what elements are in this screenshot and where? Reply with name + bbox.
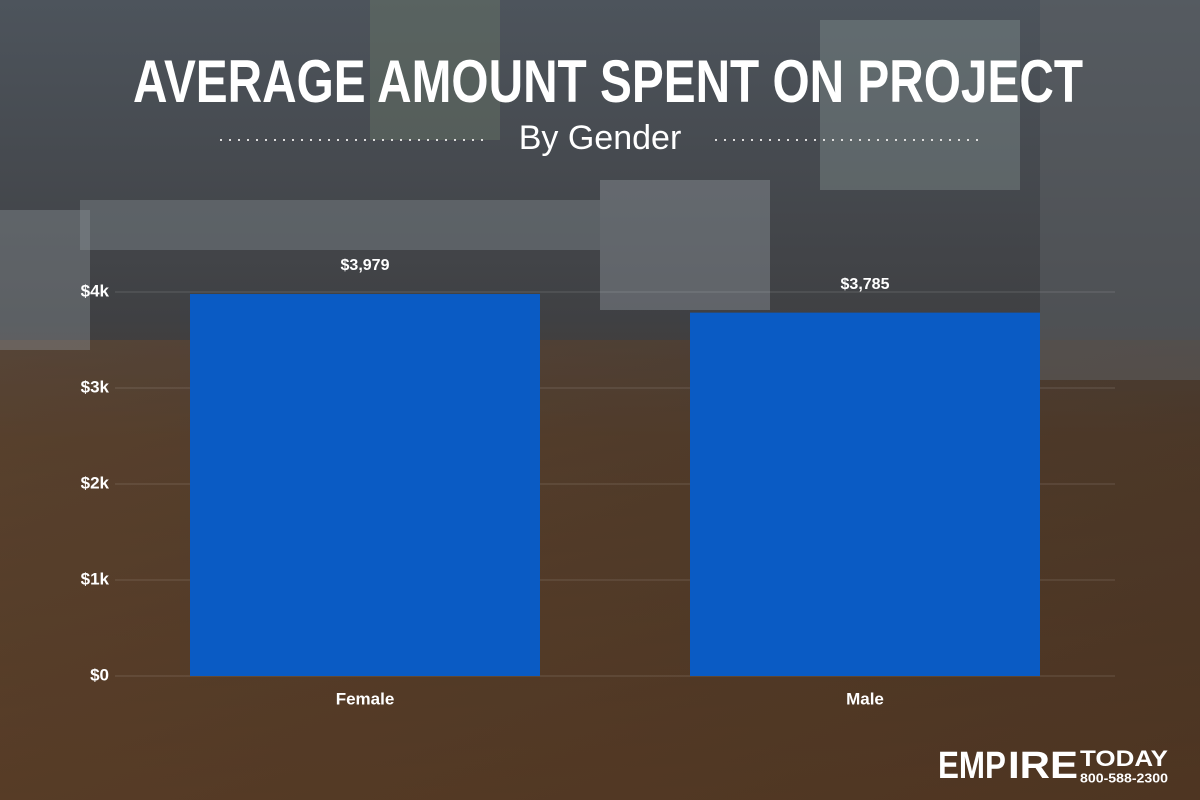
y-tick-label: $1k <box>81 569 110 588</box>
y-tick-label: $3k <box>81 377 110 396</box>
wall <box>1040 0 1200 380</box>
y-tick-label: $4k <box>81 281 110 300</box>
x-tick-label: Male <box>846 689 884 708</box>
cabinet <box>0 210 90 350</box>
window <box>820 20 1020 190</box>
logo-text: TODAY <box>1080 746 1168 771</box>
data-label: $3,785 <box>841 276 890 293</box>
logo-phone: 800-588-2300 <box>1080 770 1168 785</box>
logo: EMP IRE TODAY 800-588-2300 <box>938 745 1168 787</box>
counter <box>80 200 600 250</box>
chart-subtitle: By Gender <box>519 119 682 157</box>
window <box>370 0 500 140</box>
y-tick-label: $2k <box>81 473 110 492</box>
logo-text: IRE <box>1008 745 1078 787</box>
x-tick-label: Female <box>336 689 395 708</box>
chart-title: AVERAGE AMOUNT SPENT ON PROJECT <box>133 48 1083 115</box>
data-label: $3,979 <box>341 257 390 274</box>
y-tick-label: $0 <box>90 665 109 684</box>
bar <box>690 312 1040 676</box>
bar <box>190 294 540 676</box>
cabinet <box>600 180 770 310</box>
logo-text: EMP <box>938 745 1006 787</box>
